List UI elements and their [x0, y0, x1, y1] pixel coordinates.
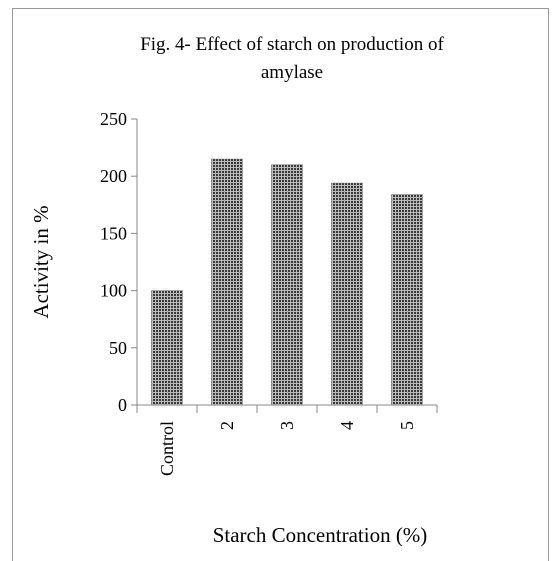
y-tick-label: 100 [100, 281, 127, 301]
bar [151, 290, 183, 406]
y-tick-label: 250 [100, 109, 127, 129]
chart-title: amylase [261, 62, 323, 83]
y-axis-label: Activity in % [29, 205, 53, 318]
y-tick-label: 200 [100, 166, 127, 186]
chart-frame [12, 8, 549, 561]
bar [211, 158, 243, 406]
y-tick-label: 0 [118, 395, 127, 415]
bar [271, 164, 303, 406]
y-tick-label: 50 [109, 338, 127, 358]
x-tick-label: 4 [337, 421, 357, 430]
y-tick-label: 150 [100, 223, 127, 243]
x-axis-label: Starch Concentration (%) [213, 523, 428, 547]
x-tick-label: 2 [217, 421, 237, 430]
bar [331, 182, 363, 406]
x-tick-label: 5 [397, 421, 417, 430]
bar [391, 194, 423, 406]
x-tick-label: Control [157, 421, 177, 476]
chart-title: Fig. 4- Effect of starch on production o… [140, 34, 444, 55]
x-tick-label: 3 [277, 421, 297, 430]
